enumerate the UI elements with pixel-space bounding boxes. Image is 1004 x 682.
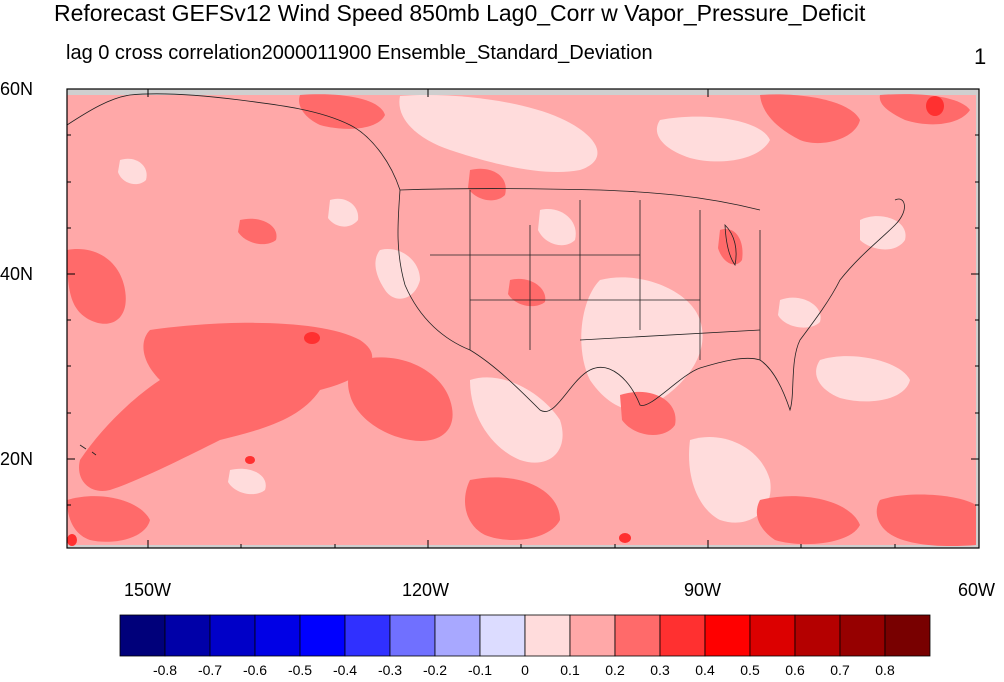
colorbar-swatch xyxy=(569,614,616,657)
colorbar-swatch xyxy=(704,614,751,657)
lat-label-60n: 60N xyxy=(0,79,34,99)
lon-label-90w: 90W xyxy=(684,580,722,600)
colorbar-swatch xyxy=(749,614,796,657)
colorbar-tick-label: 0.6 xyxy=(785,662,805,678)
coastlines xyxy=(66,93,905,456)
missing-data-right xyxy=(976,89,979,548)
colorbar-swatch xyxy=(254,614,301,657)
colorbar-swatch xyxy=(209,614,256,657)
colorbar-tick-label: 0.2 xyxy=(605,662,625,678)
colorbar-tick-label: -0.4 xyxy=(332,662,358,678)
colorbar-tick-label: -0.3 xyxy=(377,662,403,678)
colorbar-swatch xyxy=(794,614,841,657)
colorbar-tick-label: 0 xyxy=(521,662,529,678)
colorbar-swatch xyxy=(524,614,571,657)
colorbar-tick-label: -0.2 xyxy=(422,662,448,678)
colorbar-tick-label: 0.4 xyxy=(695,662,715,678)
colorbar-tick-label: 0.7 xyxy=(830,662,850,678)
colorbar-tick-label: 0.5 xyxy=(740,662,760,678)
missing-data-top xyxy=(67,89,979,95)
colorbar-tick-label: -0.8 xyxy=(152,662,178,678)
colorbar-tick-label: -0.1 xyxy=(467,662,493,678)
lon-label-150w: 150W xyxy=(124,580,172,600)
lat-label-20n: 20N xyxy=(0,449,34,469)
mid-regions xyxy=(67,94,976,547)
missing-data-bottom xyxy=(67,545,979,548)
panel-number: 1 xyxy=(974,44,987,69)
map-subtitle: lag 0 cross correlation2000011900 Ensemb… xyxy=(66,42,653,64)
colorbar-tick-label: 0.3 xyxy=(650,662,670,678)
colorbar-swatch xyxy=(614,614,661,657)
colorbar-swatch xyxy=(659,614,706,657)
colorbar-swatch xyxy=(434,614,481,657)
colorbar-swatch xyxy=(389,614,436,657)
colorbar-tick-label: 0.8 xyxy=(875,662,895,678)
axis-ticks xyxy=(67,88,979,548)
colorbar-tick-label: -0.6 xyxy=(242,662,268,678)
colorbar-tick-label: -0.5 xyxy=(287,662,313,678)
light-regions xyxy=(118,94,910,523)
colorbar-swatch xyxy=(479,614,526,657)
lon-label-120w: 120W xyxy=(402,580,450,600)
lat-label-40n: 40N xyxy=(0,264,34,284)
colorbar-tick-label: -0.7 xyxy=(197,662,223,678)
strong-regions xyxy=(67,96,944,546)
colorbar-swatch xyxy=(299,614,346,657)
colorbar-swatch xyxy=(344,614,391,657)
colorbar xyxy=(119,614,931,657)
colorbar-swatch xyxy=(164,614,211,657)
map-title: Reforecast GEFSv12 Wind Speed 850mb Lag0… xyxy=(54,0,866,26)
colorbar-swatch xyxy=(884,614,931,657)
colorbar-swatch xyxy=(839,614,886,657)
colorbar-tick-label: 0.1 xyxy=(560,662,580,678)
lon-label-60w: 60W xyxy=(958,580,996,600)
map-frame xyxy=(66,88,980,549)
correlation-field xyxy=(67,89,979,548)
colorbar-swatch xyxy=(119,614,166,657)
